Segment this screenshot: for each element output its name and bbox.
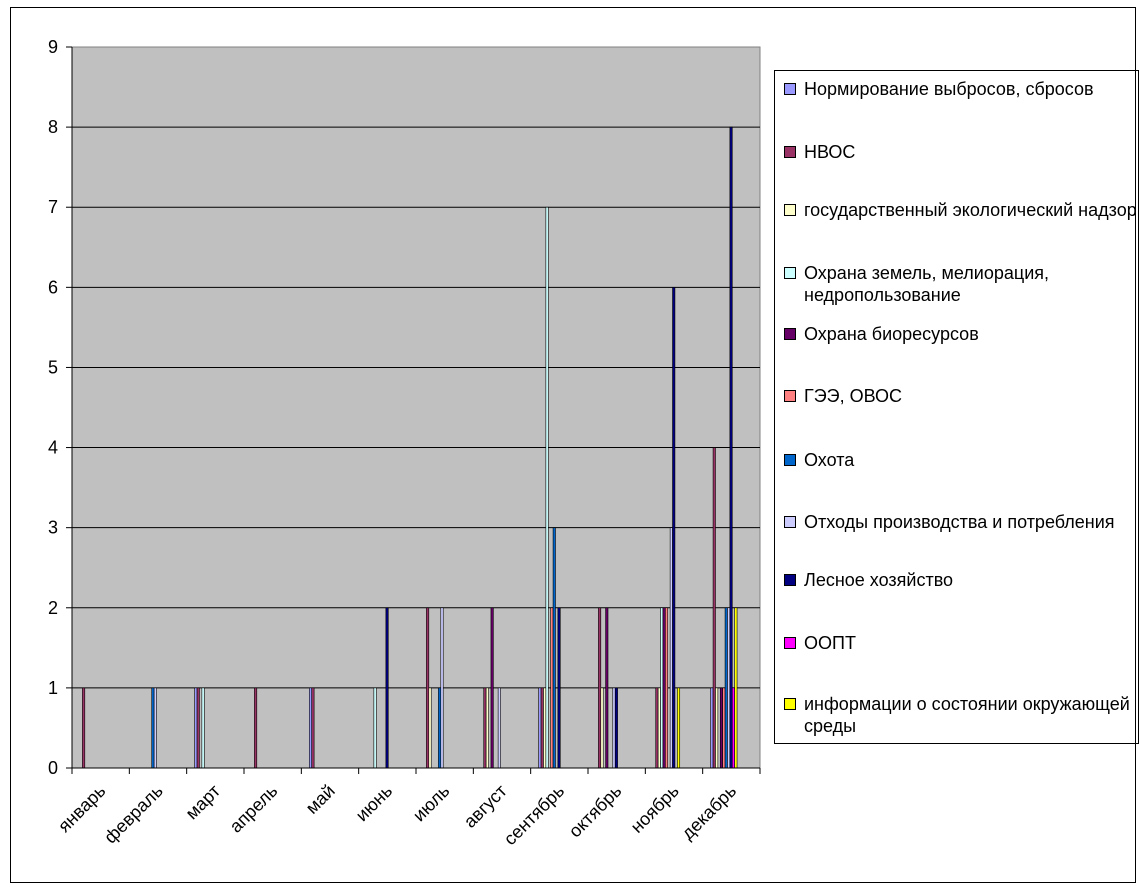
legend-label: Охрана земель, мелиорация, недропользова… [804, 263, 1049, 305]
bar [655, 687, 659, 769]
x-tick-label: июнь [352, 781, 396, 825]
bar [540, 687, 544, 769]
y-tick-label: 2 [48, 598, 58, 618]
bar [612, 687, 616, 769]
bar [710, 687, 714, 769]
legend-label: НВОС [804, 142, 856, 162]
bar [440, 607, 444, 769]
bar [724, 607, 728, 769]
bar [731, 687, 735, 769]
bar [550, 607, 554, 769]
bar [712, 447, 716, 769]
legend-swatch [784, 204, 796, 216]
bar [614, 687, 618, 769]
bar [483, 687, 487, 769]
bar [438, 687, 442, 769]
legend-label: государственный экологический надзор [804, 200, 1137, 220]
bar [545, 206, 549, 769]
legend-label: ООПТ [804, 633, 856, 653]
x-tick-label: декабрь [678, 781, 741, 844]
plot-area [71, 46, 761, 769]
legend-swatch [784, 698, 796, 710]
bar [153, 687, 157, 769]
legend-label: информации о состоянии окружающей среды [804, 694, 1130, 736]
legend-swatch [784, 83, 796, 95]
y-tick-label: 7 [48, 197, 58, 217]
x-tick-label: октябрь [565, 781, 626, 842]
x-tick-label: июль [409, 781, 454, 826]
bar [497, 687, 501, 769]
bar [82, 687, 86, 769]
y-tick-label: 5 [48, 357, 58, 377]
bar [557, 607, 561, 769]
legend-swatch [784, 390, 796, 402]
bar [552, 527, 556, 769]
bar [600, 687, 604, 769]
legend-swatch [784, 267, 796, 279]
bar [373, 687, 377, 769]
legend-label: Лесное хозяйство [804, 570, 954, 590]
bar [385, 607, 389, 769]
bar [729, 126, 733, 769]
legend-label: Отходы производства и потребления [804, 512, 1115, 532]
legend-swatch [784, 574, 796, 586]
bar [196, 687, 200, 769]
bar [660, 607, 664, 769]
bar [677, 687, 681, 769]
x-tick-label: апрель [226, 781, 282, 837]
bar [657, 687, 661, 769]
bar [428, 687, 432, 769]
bar [605, 607, 609, 769]
y-tick-label: 8 [48, 117, 58, 137]
bar [426, 607, 430, 769]
bar [311, 687, 315, 769]
bar [201, 687, 205, 769]
x-tick-label: сентябрь [500, 781, 568, 849]
bar [662, 607, 666, 769]
y-tick-label: 0 [48, 758, 58, 778]
bar [598, 607, 602, 769]
bar [665, 607, 669, 769]
legend-label: Охрана биоресурсов [804, 324, 979, 344]
legend-label: ГЭЭ, ОВОС [804, 386, 903, 406]
y-tick-label: 1 [48, 678, 58, 698]
legend-label: Охота [804, 450, 855, 470]
legend-swatch [784, 637, 796, 649]
bar [669, 527, 673, 769]
x-tick-label: февраль [100, 781, 167, 848]
x-tick-label: ноябрь [627, 781, 683, 837]
bar [719, 687, 723, 769]
bar [538, 687, 542, 769]
bar [490, 607, 494, 769]
legend-swatch [784, 516, 796, 528]
bar [727, 607, 731, 769]
x-tick-label: март [182, 781, 225, 824]
bar [734, 607, 738, 769]
legend-label: Нормирование выбросов, сбросов [804, 79, 1094, 99]
legend-swatch [784, 454, 796, 466]
y-tick-label: 4 [48, 438, 58, 458]
bar [309, 687, 313, 769]
x-tick-label: май [302, 781, 339, 818]
x-tick-label: январь [54, 781, 109, 836]
x-tick-label: август [460, 781, 511, 832]
legend-swatch [784, 328, 796, 340]
y-tick-label: 3 [48, 518, 58, 538]
bar [672, 287, 676, 769]
bar [715, 687, 719, 769]
bar [543, 687, 547, 769]
y-tick-label: 9 [48, 37, 58, 57]
bar [485, 687, 489, 769]
bar [151, 687, 155, 769]
bar [194, 687, 198, 769]
bar [254, 687, 258, 769]
bar [722, 687, 726, 769]
y-tick-label: 6 [48, 277, 58, 297]
legend-swatch [784, 146, 796, 158]
